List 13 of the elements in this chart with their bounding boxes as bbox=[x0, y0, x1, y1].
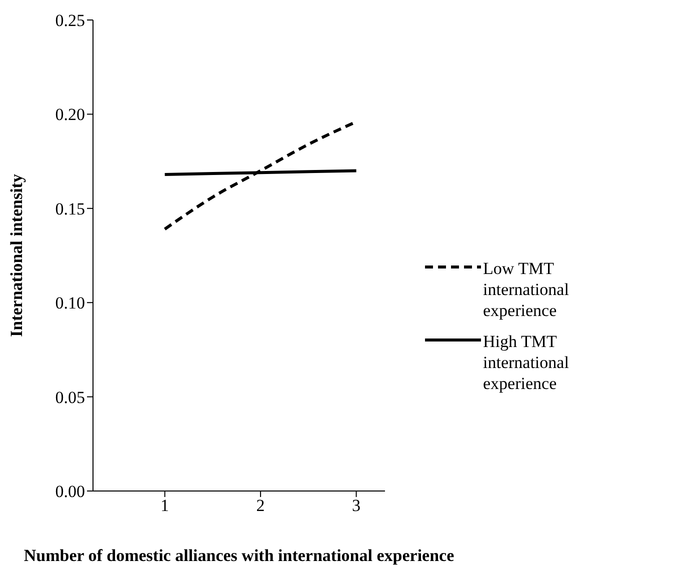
y-axis-title: International intensity bbox=[7, 174, 26, 337]
x-tick-label: 3 bbox=[352, 496, 361, 516]
y-tick-label: 0.10 bbox=[55, 294, 85, 313]
y-tick-label: 0.15 bbox=[55, 199, 85, 218]
x-axis-title: Number of domestic alliances with international experience bbox=[24, 546, 455, 565]
y-tick-label: 0.25 bbox=[55, 11, 85, 30]
x-tick-label: 1 bbox=[160, 496, 170, 516]
y-tick-label: 0.00 bbox=[55, 482, 85, 502]
y-tick-label: 0.20 bbox=[55, 105, 85, 124]
legend-label: High TMT international experience bbox=[483, 331, 570, 394]
y-tick-label: 0.05 bbox=[55, 388, 85, 407]
x-tick-label: 2 bbox=[256, 496, 265, 516]
legend-label: Low TMT international experience bbox=[483, 258, 570, 321]
